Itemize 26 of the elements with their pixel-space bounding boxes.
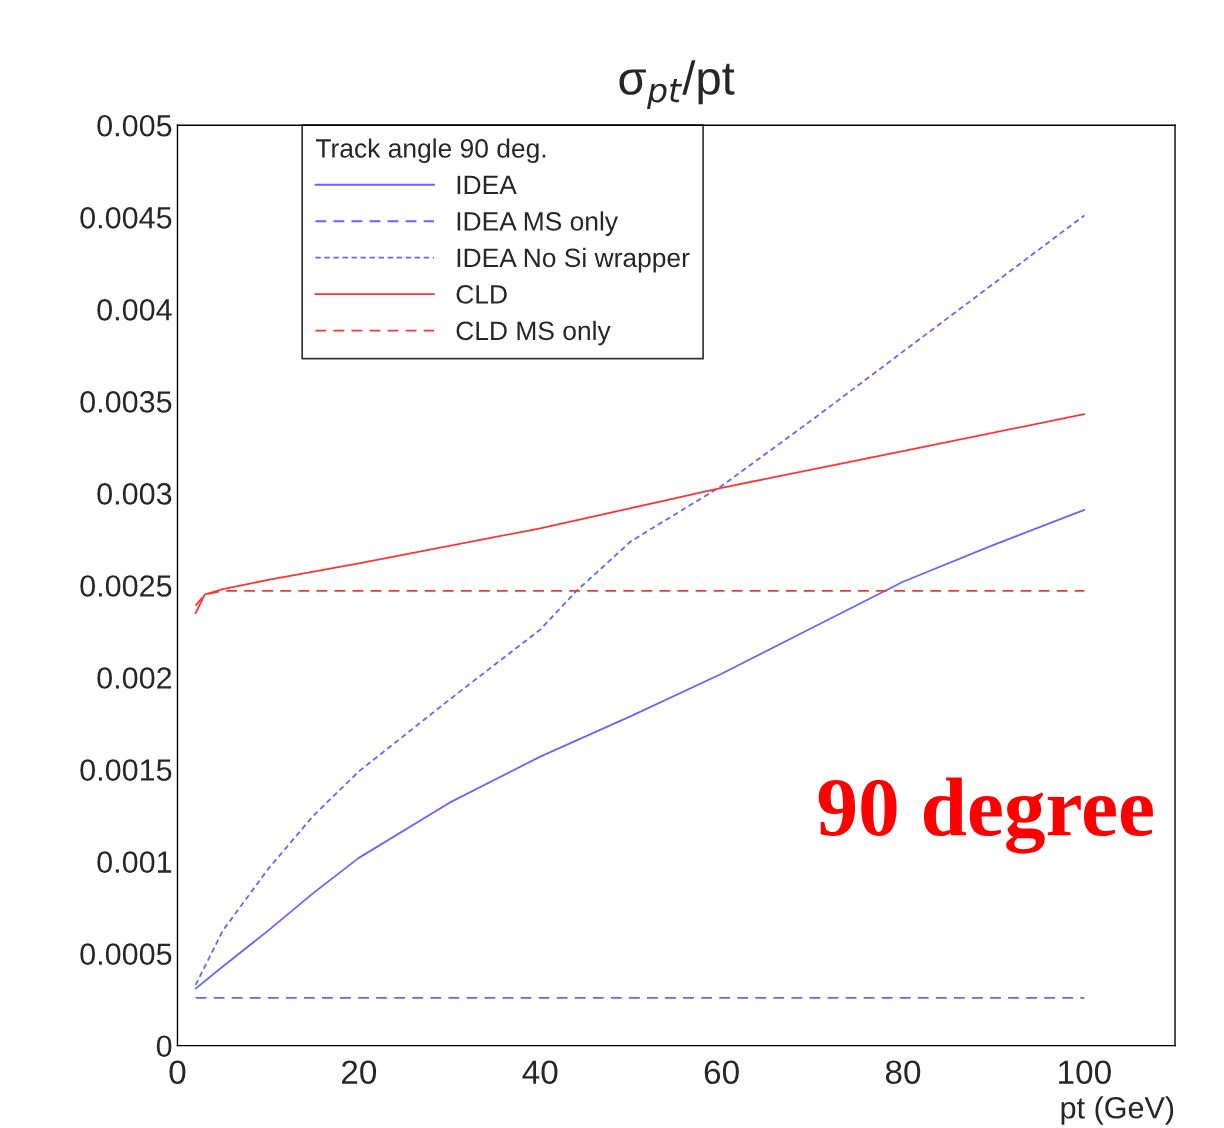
legend-title: Track angle 90 deg. [315, 138, 546, 163]
y-tick-label: 0.0015 [80, 759, 172, 781]
x-tick-label: 80 [885, 1060, 921, 1085]
y-tick-label: 0.002 [97, 667, 172, 689]
legend-label: IDEA MS only [457, 211, 618, 236]
y-tick-label: 0.0045 [80, 206, 172, 229]
y-tick-label: 0.003 [97, 483, 172, 505]
y-tick-label: 0.0025 [80, 575, 172, 597]
legend-label: IDEA No Si wrapper [457, 247, 690, 273]
x-tick-label: 20 [342, 1060, 377, 1085]
y-tick-label: 0.0005 [80, 943, 172, 965]
y-tick-label: 0.001 [97, 851, 172, 873]
legend-label: CLD MS only [456, 320, 611, 346]
legend-label: IDEA [457, 175, 517, 194]
x-tick-label: 40 [522, 1060, 558, 1085]
y-tick-label: 0.005 [97, 114, 172, 137]
y-tick-label: 0 [156, 1035, 172, 1058]
legend-label: CLD [456, 285, 507, 304]
line-series [194, 413, 1086, 614]
x-tick-label: 60 [704, 1060, 739, 1085]
y-tick-label: 0.0035 [80, 391, 172, 413]
x-tick-label: 100 [1059, 1060, 1111, 1085]
y-tick-label: 0.004 [97, 299, 172, 321]
annotation: 90 degree [818, 777, 1153, 854]
x-axis-title: pt (GeV) [1061, 1096, 1174, 1125]
chart-title: σ$_{pt}$/pt [619, 60, 735, 110]
